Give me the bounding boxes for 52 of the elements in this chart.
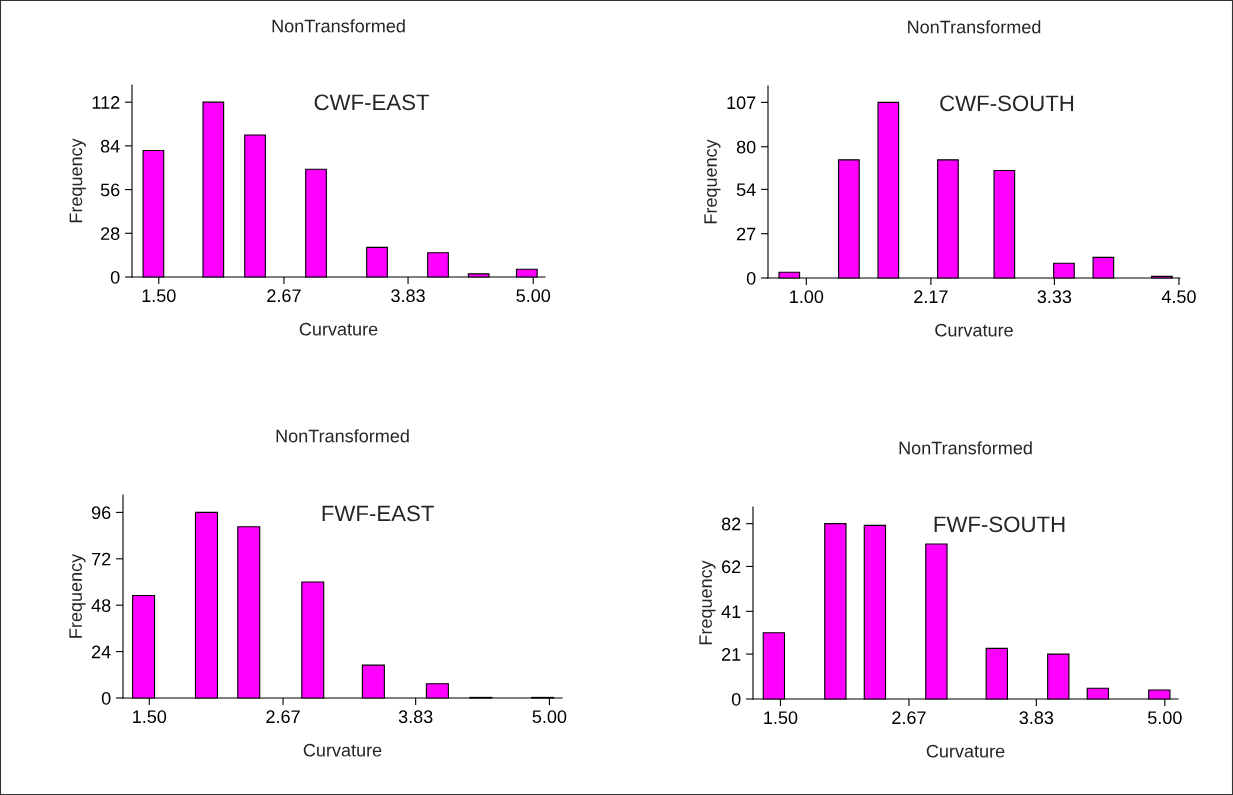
x-tick-label: 1.50: [142, 289, 176, 303]
x-tick-label: 3.83: [1019, 711, 1054, 725]
y-tick-label: 48: [91, 599, 111, 612]
y-tick-label: 107: [727, 96, 756, 110]
x-tick-label: 5.00: [532, 710, 567, 724]
y-tick-label: 0: [101, 691, 111, 705]
chart-subtitle: CWF-SOUTH: [940, 95, 1074, 112]
y-tick-label: 80: [736, 140, 756, 154]
y-tick-label: 24: [92, 645, 111, 659]
y-tick-label: 56: [100, 183, 120, 197]
y-tick-label: 112: [92, 96, 120, 109]
y-axis-title: Frequency: [704, 139, 721, 224]
chart-title: NonTransformed: [908, 20, 1041, 34]
x-tick-label: 4.50: [1161, 290, 1196, 304]
x-tick-label: 3.33: [1037, 290, 1072, 304]
y-tick-label: 96: [91, 506, 111, 520]
y-tick-label: 0: [746, 271, 756, 285]
y-tick-label: 72: [92, 552, 111, 566]
x-tick-label: 5.00: [1147, 711, 1182, 725]
chart-title: NonTransformed: [276, 429, 409, 443]
x-axis-title: Curvature: [935, 323, 1013, 337]
x-tick-label: 2.17: [914, 290, 948, 303]
x-tick-label: 1.50: [764, 711, 798, 725]
x-axis-title: Curvature: [926, 744, 1005, 758]
y-tick-label: 0: [110, 270, 120, 284]
chart-title: NonTransformed: [899, 441, 1032, 455]
y-tick-label: 41: [721, 605, 741, 618]
x-tick-label: 1.00: [790, 290, 824, 304]
y-tick-label: 84: [100, 139, 120, 153]
y-tick-label: 82: [721, 517, 741, 531]
y-tick-label: 62: [722, 560, 741, 574]
y-tick-label: 21: [722, 648, 741, 661]
x-tick-label: 2.67: [267, 289, 301, 303]
chart-subtitle: FWF-SOUTH: [934, 516, 1065, 533]
x-tick-label: 3.83: [391, 289, 425, 303]
x-tick-label: 3.83: [398, 710, 433, 724]
y-axis-title: Frequency: [69, 138, 86, 223]
chart-subtitle: FWF-EAST: [322, 505, 434, 522]
y-tick-label: 54: [736, 183, 756, 197]
y-tick-label: 27: [737, 227, 756, 241]
y-tick-label: 0: [731, 692, 741, 706]
x-axis-title: Curvature: [303, 743, 382, 757]
y-axis-title: Frequency: [69, 553, 86, 638]
x-tick-label: 1.50: [133, 710, 167, 724]
x-tick-label: 2.67: [892, 711, 926, 725]
x-tick-label: 2.67: [266, 710, 300, 724]
y-axis-title: Frequency: [699, 560, 716, 645]
y-tick-label: 28: [101, 227, 120, 241]
chart-subtitle: CWF-EAST: [314, 94, 430, 111]
x-axis-title: Curvature: [299, 322, 378, 336]
chart-title: NonTransformed: [272, 19, 405, 33]
x-tick-label: 5.00: [516, 289, 551, 303]
